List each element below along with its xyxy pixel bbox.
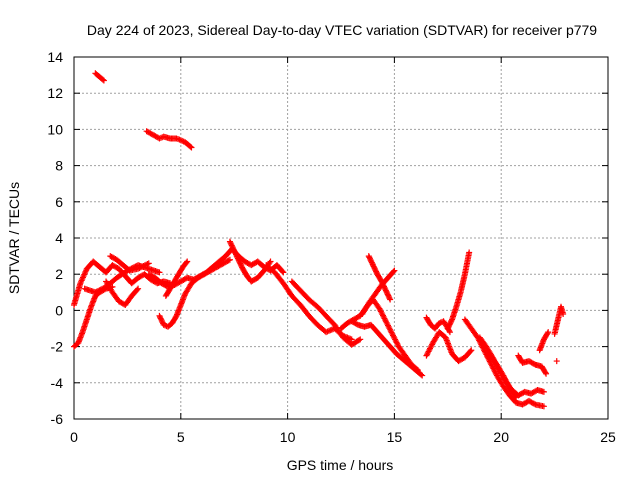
series-arc-24 (515, 352, 550, 377)
series-arc-16 (359, 267, 398, 318)
data-point (542, 369, 549, 376)
y-tick-label: 0 (55, 302, 63, 318)
data-point (100, 77, 107, 84)
data-point (418, 371, 425, 378)
axis-ticks: -6 -4 -2 0 2 4 6 8 10 12 14 0 5 10 15 20 25 (47, 49, 616, 445)
data-point (419, 372, 426, 379)
data-point (188, 144, 195, 151)
data-point (467, 348, 474, 355)
data-point (183, 259, 190, 266)
data-point (135, 285, 142, 292)
y-tick-label: 6 (55, 194, 63, 210)
series-arc-23 (487, 352, 520, 401)
data-point (545, 329, 552, 336)
data-points (71, 70, 567, 410)
data-point (226, 256, 233, 263)
data-point (96, 287, 103, 294)
data-point (387, 296, 394, 303)
data-point (386, 295, 393, 302)
data-point (95, 287, 102, 294)
grid-lines (74, 57, 608, 419)
x-tick-label: 20 (493, 429, 509, 445)
y-tick-label: 14 (47, 49, 63, 65)
series-arc-06 (103, 278, 142, 308)
data-point (141, 262, 148, 269)
series-arc-01 (92, 70, 107, 84)
data-point (134, 286, 141, 293)
series-arc-15 (348, 318, 426, 379)
data-point (390, 268, 397, 275)
x-axis-label: GPS time / hours (287, 457, 394, 473)
data-point (348, 336, 355, 343)
data-point (99, 76, 106, 83)
y-tick-label: -2 (51, 339, 64, 355)
series-arc-18 (423, 329, 475, 365)
x-tick-label: 10 (280, 429, 296, 445)
series-arc-02 (143, 128, 195, 151)
x-tick-label: 5 (177, 429, 185, 445)
y-tick-label: -4 (51, 375, 64, 391)
data-point (187, 143, 194, 150)
chart-title: Day 224 of 2023, Sidereal Day-to-day VTE… (87, 22, 597, 38)
data-point (136, 265, 143, 272)
data-point (466, 249, 473, 256)
x-tick-label: 15 (387, 429, 403, 445)
data-point (137, 264, 144, 271)
x-tick-label: 0 (70, 429, 78, 445)
series-arc-25 (536, 329, 552, 354)
data-point (144, 261, 151, 268)
data-point (143, 261, 150, 268)
data-point (560, 311, 567, 318)
series-arc-10 (162, 258, 191, 299)
data-point (92, 289, 99, 296)
data-point (279, 268, 286, 275)
data-point (357, 336, 364, 343)
data-point (156, 269, 163, 276)
series-arc-26 (551, 303, 567, 337)
data-point (513, 394, 520, 401)
data-point (140, 263, 147, 270)
data-point (93, 288, 100, 295)
data-point (448, 317, 455, 324)
series-arc-07 (107, 253, 152, 274)
series-arc-21 (461, 316, 547, 410)
series-arc-17 (365, 253, 394, 303)
data-point (135, 265, 142, 272)
y-axis-label: SDTVAR / TECUs (6, 182, 22, 294)
data-point (280, 269, 287, 276)
data-point (99, 285, 106, 292)
y-tick-label: 10 (47, 121, 63, 137)
data-point (225, 257, 232, 264)
data-point (540, 388, 547, 395)
y-tick-label: 8 (55, 158, 63, 174)
series-arc-09 (156, 256, 233, 330)
data-point (468, 347, 475, 354)
data-point (266, 259, 273, 266)
data-point (553, 358, 560, 365)
data-point (512, 392, 519, 399)
y-tick-label: 2 (55, 266, 63, 282)
data-point (267, 258, 274, 265)
data-point (100, 285, 107, 292)
data-point (139, 263, 146, 270)
data-point (145, 260, 152, 267)
data-point (543, 370, 550, 377)
data-point (544, 330, 551, 337)
y-tick-label: -6 (51, 411, 64, 427)
data-point (391, 267, 398, 274)
data-point (356, 337, 363, 344)
series-arc-20 (444, 249, 473, 332)
x-tick-label: 25 (600, 429, 616, 445)
data-point (97, 286, 104, 293)
series-arc-27 (553, 358, 560, 365)
y-tick-label: 4 (55, 230, 63, 246)
y-tick-label: 12 (47, 85, 63, 101)
data-point (157, 134, 164, 141)
data-point (540, 403, 547, 410)
data-point (531, 400, 538, 407)
data-point (446, 329, 453, 336)
data-point (184, 258, 191, 265)
